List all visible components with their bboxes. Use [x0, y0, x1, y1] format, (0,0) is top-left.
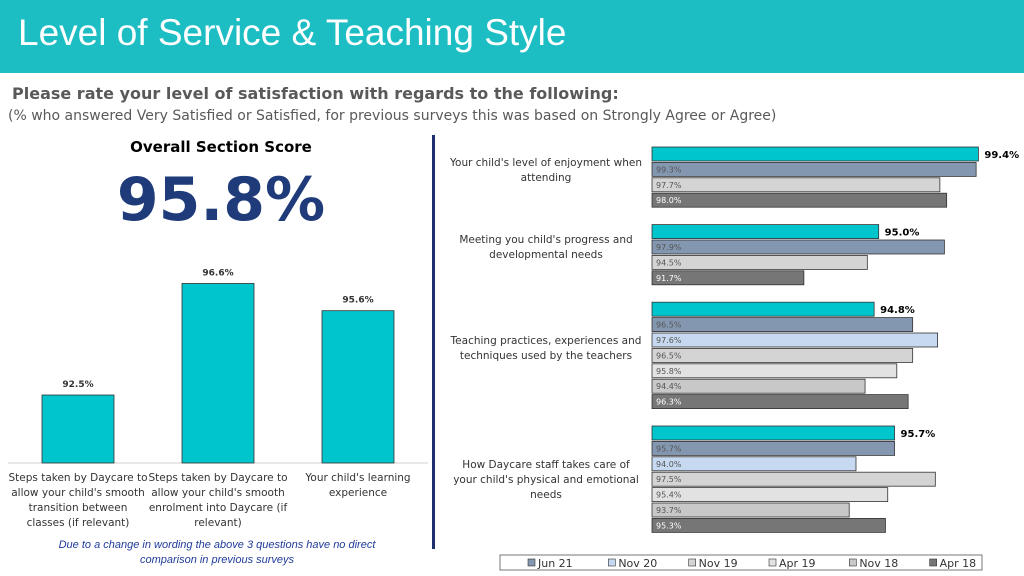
- value-label: 93.7%: [656, 506, 682, 515]
- value-label: 92.5%: [62, 380, 93, 390]
- bar: [651, 270, 805, 286]
- bar: [651, 177, 941, 193]
- bar: [651, 440, 895, 456]
- legend-swatch: [608, 558, 616, 567]
- value-label: 96.5%: [656, 321, 682, 330]
- value-label: 99.3%: [656, 165, 682, 174]
- value-label: 97.6%: [656, 336, 682, 345]
- value-label: 96.5%: [656, 351, 682, 360]
- bar: [651, 363, 898, 379]
- question: Please rate your level of satisfaction w…: [12, 84, 619, 103]
- legend-label: Nov 20: [618, 557, 657, 570]
- bar: [651, 502, 850, 518]
- value-label: 96.3%: [656, 398, 682, 407]
- legend-swatch: [849, 558, 857, 567]
- value-label: 95.7%: [656, 444, 682, 453]
- bar: [651, 301, 875, 317]
- overall-label: Overall Section Score: [130, 138, 312, 156]
- y-tick-label: Meeting you child's progress and develop…: [459, 234, 633, 262]
- bar: [651, 456, 857, 472]
- footnote: Due to a change in wording the above 3 q…: [58, 539, 376, 566]
- value-label: 95.7%: [901, 429, 936, 440]
- value-label: 97.9%: [656, 243, 682, 252]
- bar: [181, 283, 255, 464]
- value-label: 94.8%: [880, 305, 915, 316]
- legend-swatch: [688, 558, 696, 567]
- legend-label: Jun 21: [537, 557, 573, 570]
- value-label: 97.5%: [656, 475, 682, 484]
- divider: [432, 135, 435, 549]
- value-label: 95.3%: [656, 521, 682, 530]
- value-label: 95.8%: [656, 367, 682, 376]
- bar: [651, 254, 868, 270]
- legend-label: Nov 19: [699, 557, 738, 570]
- x-tick-label: Your child's learning experience: [305, 472, 411, 499]
- value-label: 99.4%: [984, 150, 1019, 161]
- bar: [651, 347, 914, 363]
- value-label: 95.0%: [885, 228, 920, 239]
- bar: [651, 425, 895, 441]
- bar: [651, 332, 939, 348]
- legend-swatch: [929, 558, 937, 567]
- legend-swatch: [527, 558, 536, 567]
- legend-label: Apr 19: [779, 557, 816, 570]
- bar: [651, 394, 909, 410]
- y-tick-label: Teaching practices, experiences and tech…: [450, 335, 642, 363]
- value-label: 94.0%: [656, 460, 682, 469]
- legend-swatch: [768, 558, 777, 567]
- bar: [651, 239, 945, 255]
- note: (% who answered Very Satisfied or Satisf…: [8, 108, 777, 124]
- bar: [651, 146, 979, 162]
- bar: [651, 378, 866, 394]
- y-tick-label: How Daycare staff takes care of your chi…: [453, 458, 639, 501]
- legend-label: Apr 18: [940, 557, 977, 570]
- header-band: [0, 0, 1024, 73]
- bar: [321, 310, 395, 464]
- value-label: 95.4%: [656, 491, 682, 500]
- bar: [651, 161, 977, 177]
- legend-label: Nov 18: [859, 557, 898, 570]
- legend-box: [499, 554, 983, 571]
- bar: [651, 471, 936, 487]
- value-label: 94.4%: [656, 382, 682, 391]
- bar: [651, 317, 914, 333]
- bar: [651, 487, 889, 503]
- overall-score: 95.8%: [116, 165, 326, 235]
- bar: [651, 192, 948, 208]
- bar: [651, 518, 886, 533]
- value-label: 91.7%: [656, 274, 682, 283]
- value-label: 96.6%: [202, 268, 233, 278]
- bar: [651, 224, 880, 240]
- bar: [41, 394, 115, 464]
- x-tick-label: Steps taken by Daycare to allow your chi…: [148, 472, 288, 529]
- x-tick-label: Steps taken by Daycare to allow your chi…: [8, 472, 148, 529]
- value-label: 97.7%: [656, 181, 682, 190]
- slide-title: Level of Service & Teaching Style: [18, 12, 567, 53]
- y-tick-label: Your child's level of enjoyment when att…: [450, 156, 642, 184]
- value-label: 94.5%: [656, 258, 682, 267]
- value-label: 98.0%: [656, 196, 682, 205]
- value-label: 95.6%: [342, 296, 373, 306]
